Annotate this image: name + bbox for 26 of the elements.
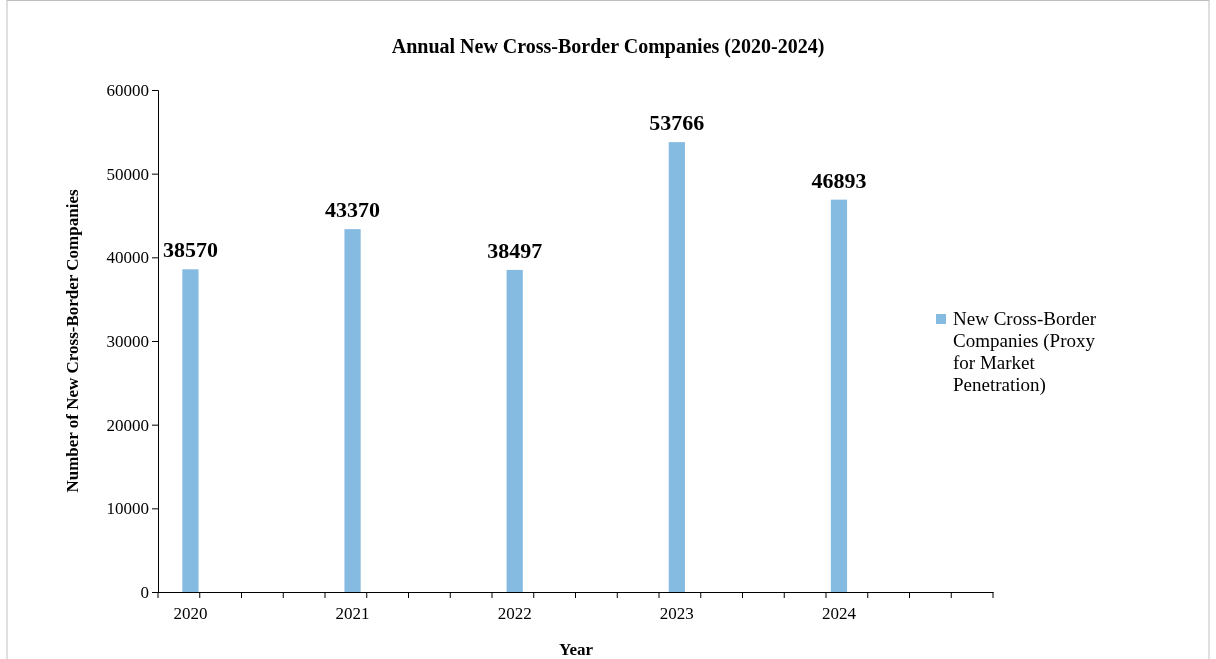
y-tick-label: 20000 xyxy=(106,415,149,435)
x-tick-label: 2022 xyxy=(497,603,532,623)
bar xyxy=(344,229,361,592)
y-tick-label: 40000 xyxy=(106,248,149,268)
data-label: 46893 xyxy=(811,167,867,193)
y-tick-label: 60000 xyxy=(106,80,149,100)
y-tick-label: 0 xyxy=(140,582,149,602)
data-label: 38570 xyxy=(162,237,218,263)
data-label: 53766 xyxy=(649,110,705,136)
x-tick-label: 2024 xyxy=(821,603,857,623)
x-tick-label: 2021 xyxy=(335,603,370,623)
bar xyxy=(182,269,199,592)
bar xyxy=(668,142,685,592)
y-tick-label: 50000 xyxy=(106,164,149,184)
data-label: 43370 xyxy=(325,197,381,223)
chart-title: Annual New Cross-Border Companies (2020-2024) xyxy=(391,35,825,58)
y-axis-title: Number of New Cross-Border Companies xyxy=(63,189,82,493)
bar xyxy=(830,199,848,592)
legend-label: New Cross-Border Companies (Proxy for Market Penetration) xyxy=(953,308,1097,396)
data-label: 38497 xyxy=(487,237,543,263)
y-tick-label: 30000 xyxy=(106,331,149,351)
x-tick-label: 2023 xyxy=(659,603,694,623)
x-axis-title: Year xyxy=(559,640,594,659)
y-tick-label: 10000 xyxy=(106,499,149,519)
x-tick-label: 2020 xyxy=(173,603,208,623)
bar xyxy=(506,269,523,592)
